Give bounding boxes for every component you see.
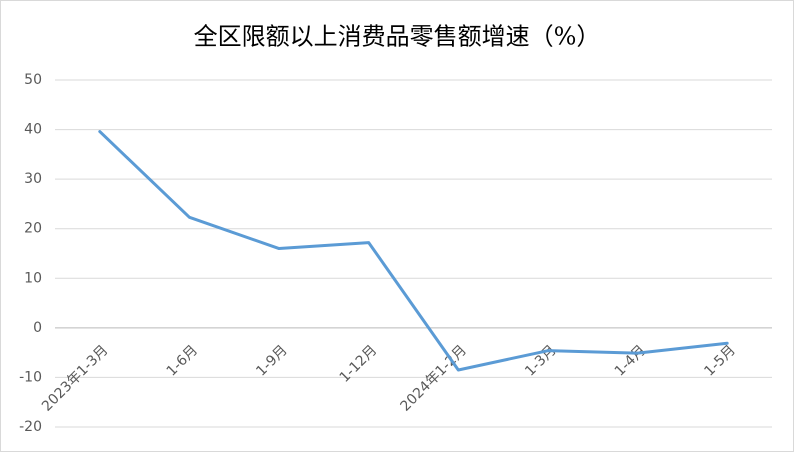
y-tick-label: 40 bbox=[24, 122, 42, 138]
y-tick-label: 50 bbox=[24, 72, 42, 88]
y-tick-label: -10 bbox=[19, 369, 42, 385]
chart-title: 全区限额以上消费品零售额增速（%） bbox=[194, 23, 601, 51]
y-tick-label: 0 bbox=[33, 320, 42, 336]
y-tick-label: 30 bbox=[24, 171, 42, 187]
data-line bbox=[98, 130, 729, 372]
y-tick-label: 20 bbox=[24, 221, 42, 237]
y-tick-label: 10 bbox=[24, 270, 42, 286]
y-tick-label: -20 bbox=[19, 419, 42, 435]
